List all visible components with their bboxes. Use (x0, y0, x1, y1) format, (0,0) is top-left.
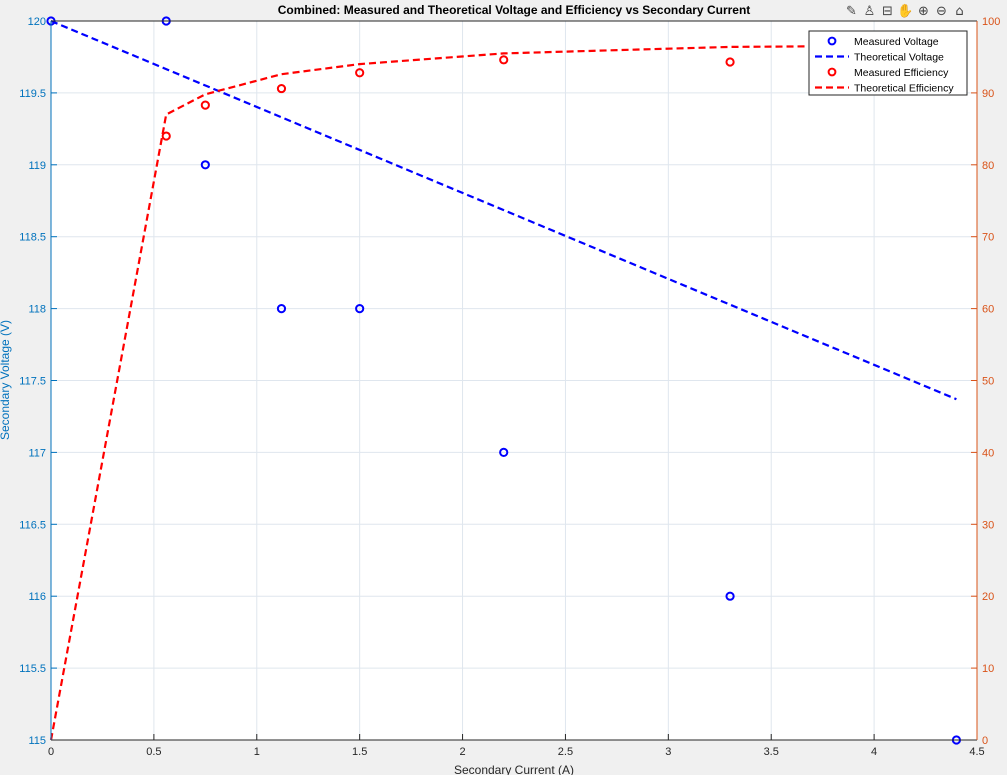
legend-label-theoretical-voltage: Theoretical Voltage (854, 52, 944, 64)
legend-swatch-measured-efficiency (827, 67, 837, 77)
y2-tick-label: 40 (982, 447, 994, 459)
y2-tick-label: 60 (982, 304, 994, 316)
legend-swatch-measured-voltage (827, 36, 837, 46)
y2-tick-label: 50 (982, 376, 994, 388)
measured-efficiency-point (161, 131, 171, 141)
y-tick-label: 119 (28, 160, 46, 172)
y-tick-label: 118.5 (19, 232, 46, 244)
y-tick-label: 117.5 (19, 376, 46, 388)
measured-voltage-point (200, 160, 210, 170)
measured-voltage-point (499, 447, 509, 457)
zoom-out-icon[interactable]: ⊖ (936, 4, 947, 19)
y2-tick-label: 100 (982, 16, 1000, 28)
legend-label-theoretical-efficiency: Theoretical Efficiency (854, 83, 954, 95)
y-tick-label: 120 (28, 16, 46, 28)
y2-tick-label: 90 (982, 88, 994, 100)
export-icon[interactable]: ⊟ (882, 4, 893, 19)
y2-tick-label: 30 (982, 519, 994, 531)
x-tick-label: 2.5 (558, 746, 573, 758)
measured-efficiency-point (276, 83, 287, 94)
measured-voltage-point (725, 591, 735, 601)
y2-tick-label: 20 (982, 591, 994, 603)
y2-tick-label: 70 (982, 232, 994, 244)
home-icon[interactable]: ⌂ (955, 4, 964, 19)
x-tick-label: 2 (459, 746, 465, 758)
theoretical-voltage-line (50, 19, 957, 401)
x-tick-label: 1.5 (352, 746, 367, 758)
y2-tick-label: 0 (982, 735, 988, 747)
y2-tick-label: 80 (982, 160, 994, 172)
y-tick-label: 115 (28, 735, 46, 747)
y-axis-label: Secondary Voltage (V) (0, 320, 12, 440)
y-tick-label: 115.5 (19, 663, 46, 675)
measured-efficiency-point (499, 55, 509, 65)
x-tick-label: 0 (48, 746, 54, 758)
legend-label-measured-voltage: Measured Voltage (854, 36, 939, 48)
x-tick-label: 0.5 (146, 746, 161, 758)
chart-title: Combined: Measured and Theoretical Volta… (278, 3, 751, 17)
y-tick-label: 117 (28, 447, 46, 459)
measured-efficiency-point (725, 57, 735, 67)
measured-voltage-point (276, 304, 287, 314)
brush-icon[interactable]: ✎ (846, 4, 857, 19)
measured-voltage-point (355, 304, 365, 314)
x-tick-label: 3 (665, 746, 671, 758)
zoom-in-icon[interactable]: ⊕ (918, 4, 929, 19)
x-tick-label: 4.5 (969, 746, 984, 758)
y-tick-label: 118 (28, 304, 46, 316)
measured-efficiency-point (355, 68, 365, 78)
x-tick-label: 3.5 (764, 746, 779, 758)
x-tick-label: 4 (871, 746, 877, 758)
axes: 0 0.5 1 1.5 2 2.5 3 3.5 4 4.5 115 115.5 116 116.5 117 1… (19, 16, 1000, 758)
pan-icon[interactable]: ✋ (897, 4, 914, 19)
legend-label-measured-efficiency: Measured Efficiency (854, 67, 949, 79)
theoretical-efficiency-line (49, 44, 957, 741)
y-tick-label: 119.5 (19, 88, 46, 100)
legend: Measured Voltage Theoretical Voltage Measu… (808, 30, 968, 96)
y-tick-label: 116.5 (19, 519, 46, 531)
y2-tick-label: 10 (982, 663, 994, 675)
measured-efficiency-point (200, 100, 210, 110)
y-tick-label: 116 (28, 591, 46, 603)
x-tick-label: 1 (254, 746, 260, 758)
x-axis-label: Secondary Current (A) (454, 763, 574, 775)
data-tips-icon[interactable]: ♙ (863, 4, 876, 19)
axes-toolbar: ✎ ♙ ⊟ ✋ ⊕ ⊖ ⌂ (843, 3, 968, 21)
